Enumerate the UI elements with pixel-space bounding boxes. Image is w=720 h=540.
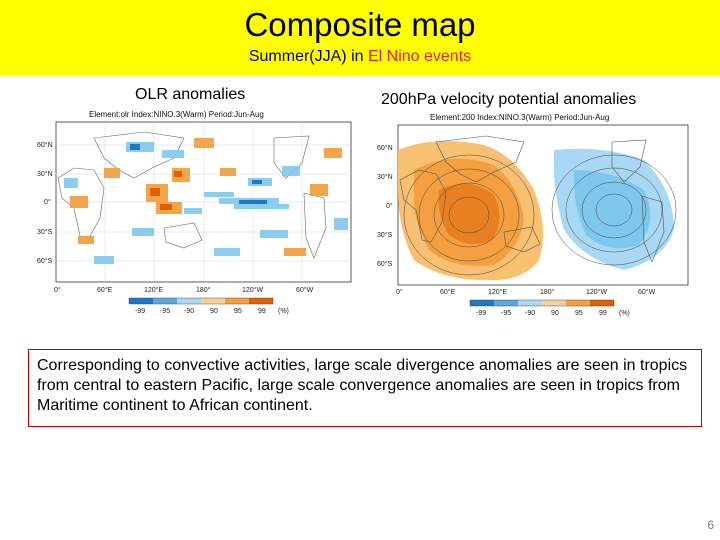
chi200-cb-label: -95 (501, 310, 511, 317)
chi200-panel-label: 200hPa velocity potential anomalies (381, 91, 637, 108)
olr-lat-30s: 30°S (37, 228, 53, 236)
olr-cb-label: (%) (278, 308, 289, 315)
chi200-colorbar (469, 299, 615, 307)
chi200-cb-label: 95 (575, 310, 583, 317)
olr-lon-0: 0° (54, 286, 61, 294)
olr-lon-120e: 120°E (144, 286, 163, 294)
chi200-cb-label: 99 (599, 310, 607, 317)
chi200-cb-label: (%) (619, 310, 630, 317)
chi200-cb-label: 90 (551, 310, 559, 317)
chi200-contours (403, 154, 677, 276)
chi200-lon-60e: 60°E (440, 288, 456, 296)
olr-lon-180: 180° (196, 286, 211, 294)
olr-cb-label: 99 (258, 308, 266, 315)
chi200-lat-30n: 30°N (377, 173, 393, 181)
chi200-lat-30s: 30°S (377, 231, 393, 239)
chi200-anomaly-map: Element:200 Index:NINO.3(Warm) Period:Ju… (377, 113, 689, 317)
olr-cb-label: 95 (234, 308, 242, 315)
slide-title: Composite map (244, 6, 476, 43)
olr-coastlines (57, 131, 327, 259)
chi200-lat-60s: 60°S (377, 260, 393, 268)
chi200-lon-120e: 120°E (488, 288, 507, 296)
olr-cb-label: 90 (210, 308, 218, 315)
olr-lon-120w: 120°W (242, 286, 263, 294)
olr-map-header: Element:olr Index:NINO.3(Warm) Period:Ju… (89, 110, 264, 119)
olr-colorbar (128, 297, 274, 305)
page-number: 6 (707, 518, 714, 532)
olr-lat-30n: 30°N (37, 170, 53, 178)
chi200-lon-60w: 60°W (638, 288, 656, 296)
olr-shading (64, 138, 348, 264)
title-banner: Composite map Summer(JJA) in El Nino eve… (0, 0, 720, 76)
subtitle-highlight: El Nino events (367, 48, 472, 65)
chi200-lon-180: 180° (540, 288, 555, 296)
olr-cb-label: -90 (184, 308, 194, 315)
chi200-coastlines (399, 135, 665, 263)
olr-lon-60w: 60°W (296, 286, 314, 294)
chi200-lat-60n: 60°N (377, 144, 393, 152)
slide-subtitle: Summer(JJA) in El Nino events (0, 48, 720, 66)
description-callout: Corresponding to convective activities, … (28, 349, 702, 427)
olr-anomaly-map: Element:olr Index:NINO.3(Warm) Period:Ju… (37, 110, 352, 315)
chi200-cb-label: -90 (525, 310, 535, 317)
chi200-map-header: Element:200 Index:NINO.3(Warm) Period:Ju… (430, 113, 609, 122)
olr-cb-label: -95 (160, 308, 170, 315)
olr-lat-60s: 60°S (37, 257, 53, 265)
chi200-lon-120w: 120°W (586, 288, 607, 296)
olr-lat-eq: 0° (44, 198, 51, 206)
olr-cb-label: -99 (135, 308, 145, 315)
olr-panel-label: OLR anomalies (135, 86, 246, 103)
olr-lon-60e: 60°E (97, 286, 113, 294)
subtitle-prefix: Summer(JJA) in (248, 48, 368, 65)
olr-lat-60n: 60°N (37, 141, 53, 149)
chi200-cb-label: -99 (476, 310, 486, 317)
chi200-lon-0: 0° (396, 288, 403, 296)
chi200-lat-eq: 0° (386, 202, 393, 210)
